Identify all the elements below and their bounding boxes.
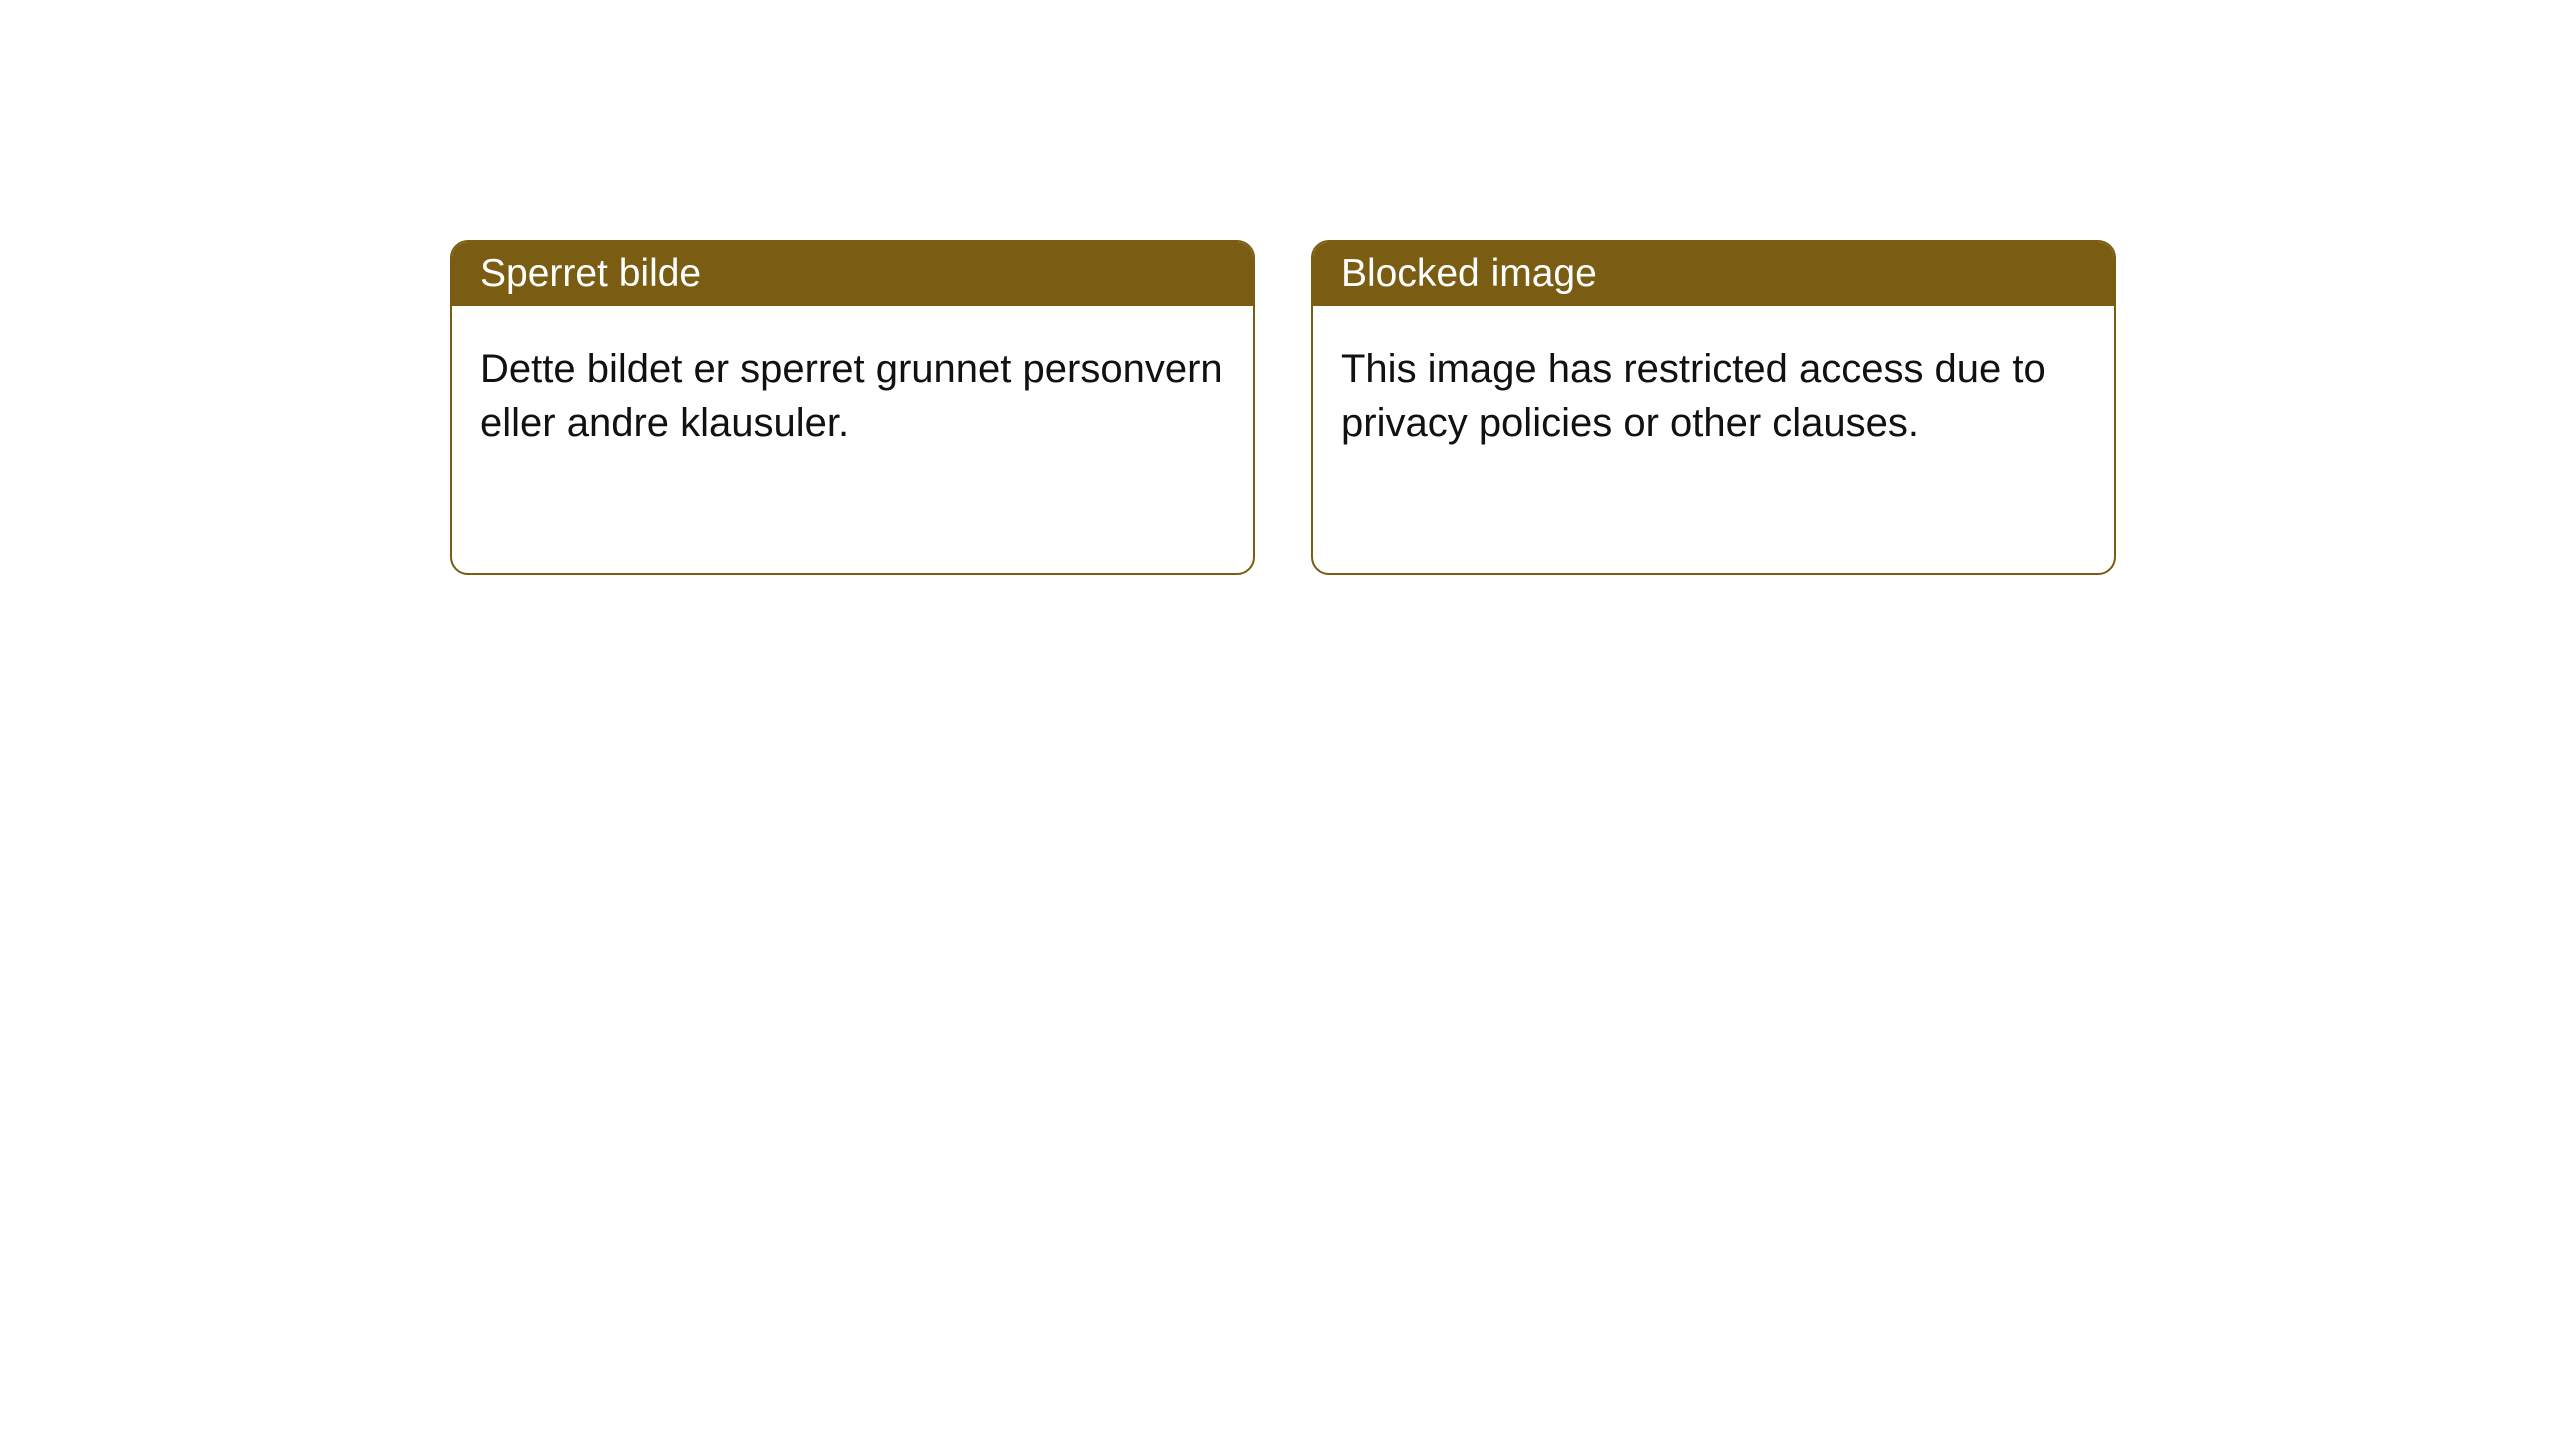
notice-body: Dette bildet er sperret grunnet personve… bbox=[452, 306, 1253, 486]
notice-body-text: This image has restricted access due to … bbox=[1341, 347, 2046, 445]
notice-card-english: Blocked image This image has restricted … bbox=[1311, 240, 2116, 575]
notice-card-norwegian: Sperret bilde Dette bildet er sperret gr… bbox=[450, 240, 1255, 575]
notice-body: This image has restricted access due to … bbox=[1313, 306, 2114, 486]
notice-header: Blocked image bbox=[1313, 242, 2114, 306]
notice-container: Sperret bilde Dette bildet er sperret gr… bbox=[0, 0, 2560, 575]
notice-title: Sperret bilde bbox=[480, 252, 701, 295]
notice-header: Sperret bilde bbox=[452, 242, 1253, 306]
notice-body-text: Dette bildet er sperret grunnet personve… bbox=[480, 347, 1223, 445]
notice-title: Blocked image bbox=[1341, 252, 1597, 295]
